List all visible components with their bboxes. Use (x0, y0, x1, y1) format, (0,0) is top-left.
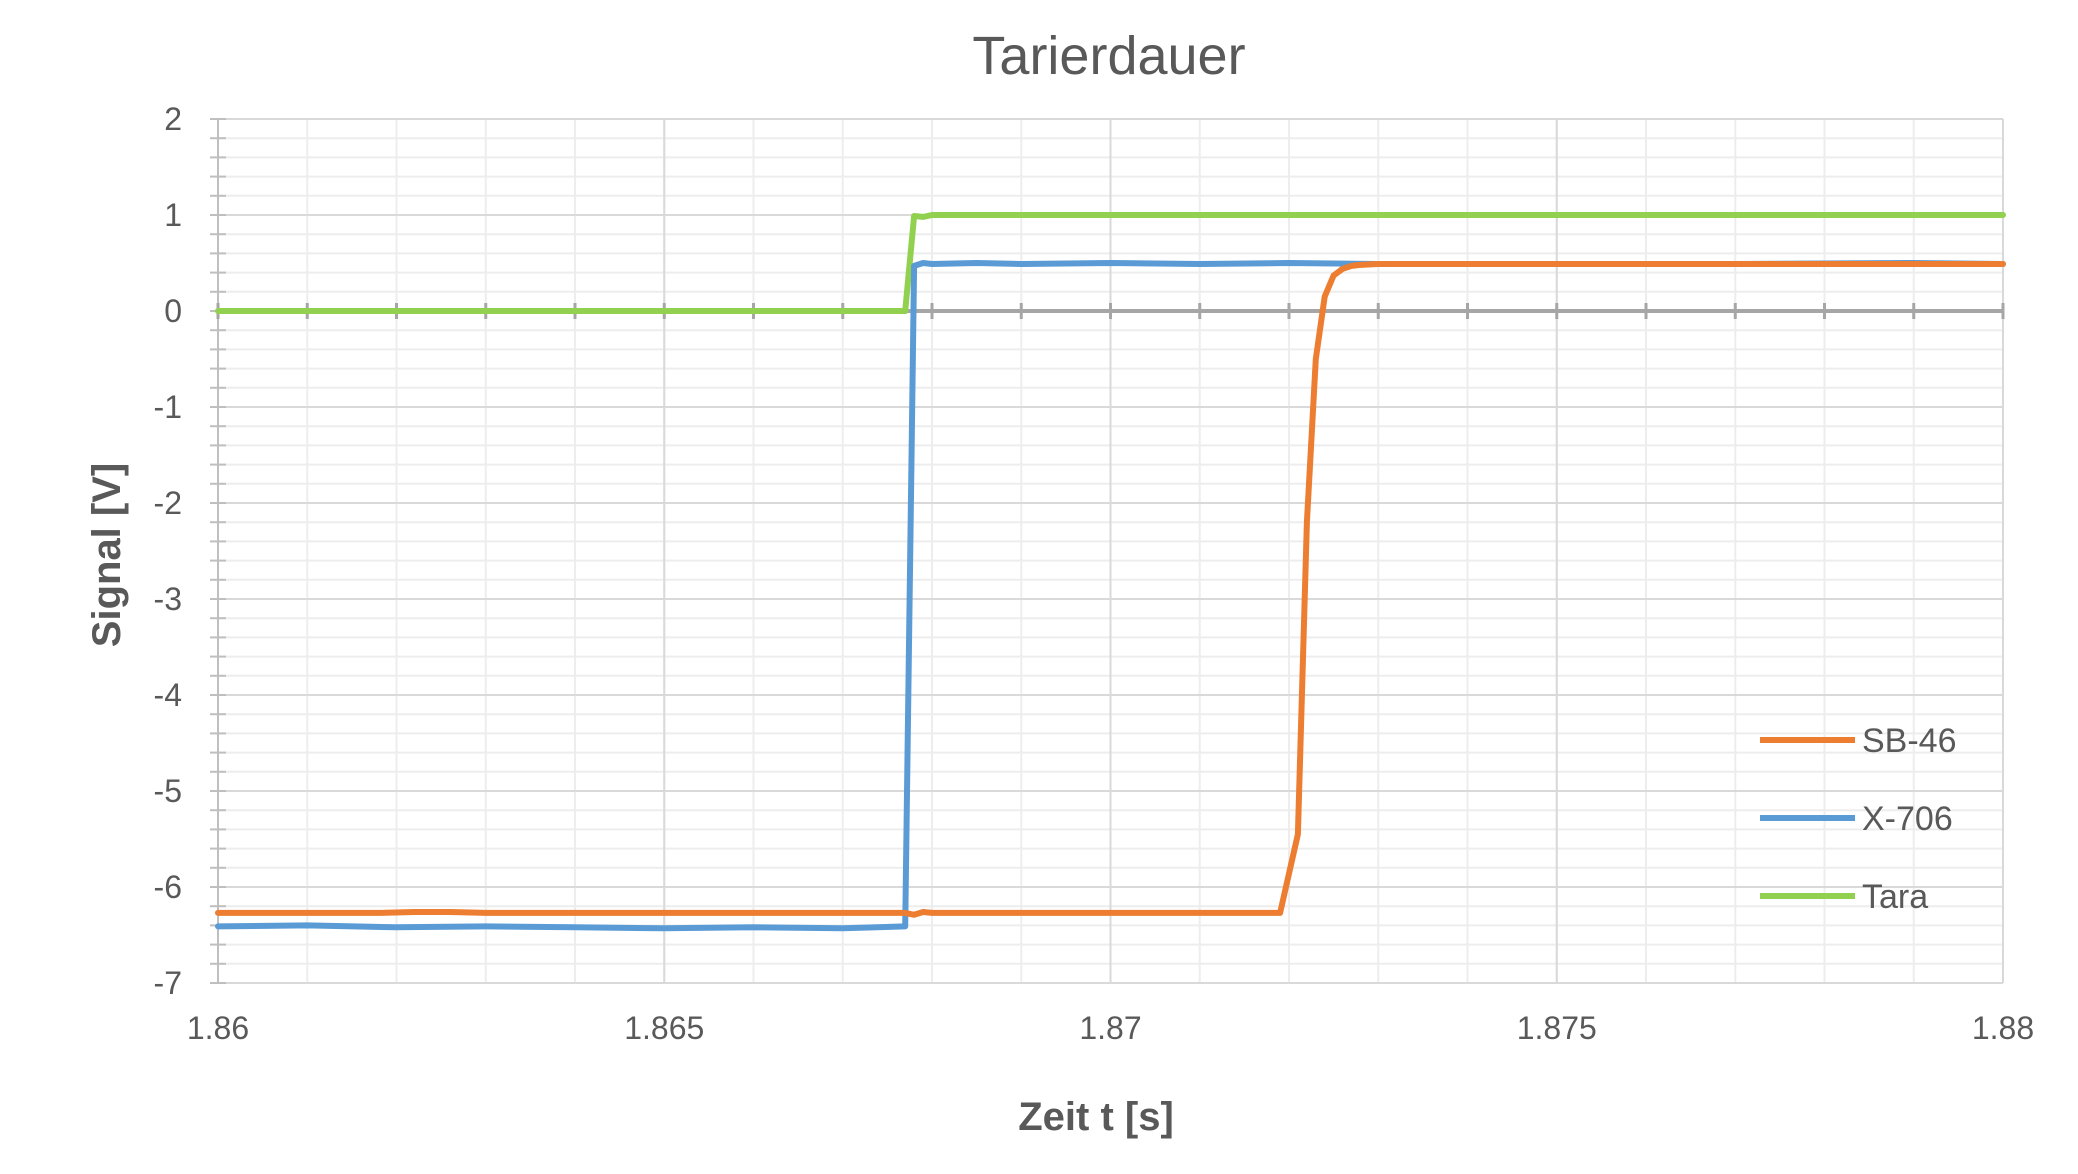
y-tick-label: -6 (154, 869, 182, 905)
axes (210, 118, 2005, 984)
y-tick-label: 1 (164, 197, 182, 233)
y-tick-labels: 2 1 0 -1 -2 -3 -4 -5 -6 -7 (154, 101, 182, 1001)
legend-label: SB-46 (1862, 722, 1957, 760)
series-lines (215, 212, 2006, 932)
x-tick-label: 1.88 (1972, 1010, 2034, 1046)
x-axis-title: Zeit t [s] (1018, 1095, 1174, 1139)
x-tick-labels: 1.86 1.865 1.87 1.875 1.88 (187, 1010, 2034, 1046)
x-tick-label: 1.87 (1079, 1010, 1141, 1046)
x-tick-label: 1.875 (1517, 1010, 1597, 1046)
y-tick-label: -7 (154, 965, 182, 1001)
y-tick-label: -4 (154, 677, 182, 713)
y-tick-label: 0 (164, 293, 182, 329)
y-tick-label: -3 (154, 581, 182, 617)
series-line-sb-46 (215, 261, 2006, 918)
legend-label: Tara (1862, 878, 1928, 916)
y-tick-label: 2 (164, 101, 182, 137)
series-line-tara (215, 212, 2006, 314)
y-tick-label: -5 (154, 773, 182, 809)
y-tick-label: -2 (154, 485, 182, 521)
x-tick-label: 1.86 (187, 1010, 249, 1046)
x-tick-label: 1.865 (624, 1010, 704, 1046)
y-axis-title: Signal [V] (85, 463, 129, 647)
chart-title: Tarierdauer (972, 26, 1245, 86)
legend-label: X-706 (1862, 800, 1953, 838)
y-tick-label: -1 (154, 389, 182, 425)
legend: SB-46 X-706 Tara (1760, 722, 1957, 916)
